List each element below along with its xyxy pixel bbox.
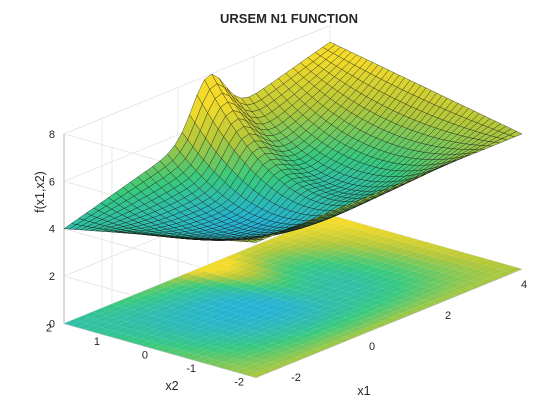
x-tick-label: 0 — [369, 341, 375, 353]
y-tick-label: 2 — [46, 323, 52, 335]
z-tick-label: 6 — [49, 176, 55, 188]
y-tick-label: 0 — [142, 350, 148, 362]
z-axis-label: f(x1,x2) — [33, 171, 47, 213]
z-tick-label: 4 — [49, 224, 55, 236]
y-tick-label: -2 — [234, 377, 244, 389]
x-tick-label: 2 — [445, 310, 451, 322]
x-tick-label: -2 — [291, 372, 301, 384]
x-axis-label: x1 — [357, 384, 370, 398]
z-tick-label: 8 — [49, 129, 55, 141]
floor-contour — [64, 215, 522, 378]
chart-title: URSEM N1 FUNCTION — [220, 11, 358, 26]
y-tick-label: 1 — [94, 336, 100, 348]
y-axis-label: x2 — [165, 379, 178, 393]
y-tick-label: -1 — [186, 363, 196, 375]
surface-mesh — [63, 41, 523, 243]
z-tick-label: 0 — [49, 319, 55, 331]
x-tick-label: 4 — [521, 279, 527, 291]
z-tick-label: 2 — [49, 271, 55, 283]
